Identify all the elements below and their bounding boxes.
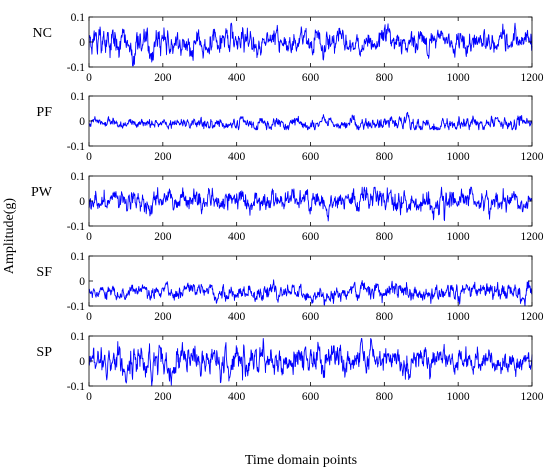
condition-label: PF [36, 105, 52, 120]
x-tick-label: 800 [376, 151, 394, 163]
y-tick-label: 0.1 [71, 331, 86, 343]
x-tick-label: 0 [86, 151, 92, 163]
y-tick-label: 0.1 [71, 12, 86, 24]
subplot-nc: 0 200 400 600 800 1000 1200-0.100.1NC [33, 12, 544, 84]
x-tick-label: 0 [86, 391, 92, 403]
x-tick-label: 200 [154, 391, 172, 403]
x-tick-label: 0 [86, 311, 92, 323]
x-tick-label: 1000 [447, 391, 470, 403]
subplot-sp: 0 200 400 600 800 1000 1200-0.100.1SP [36, 331, 543, 403]
x-tick-label: 1200 [521, 72, 544, 84]
x-tick-label: 1000 [447, 151, 470, 163]
subplot-pw: 0 200 400 600 800 1000 1200-0.100.1PW [31, 171, 544, 243]
y-tick-label: -0.1 [67, 141, 85, 153]
x-tick-label: 600 [302, 231, 320, 243]
x-tick-label: 400 [228, 231, 246, 243]
condition-label: SP [36, 345, 52, 360]
x-tick-label: 200 [154, 311, 172, 323]
axes-frame [88, 255, 533, 307]
signal-line-sp [88, 338, 533, 387]
x-tick-label: 400 [228, 311, 246, 323]
x-tick-label: 1000 [447, 231, 470, 243]
y-tick-label: -0.1 [67, 301, 85, 313]
x-tick-label: 1200 [521, 311, 544, 323]
x-tick-label: 1200 [521, 231, 544, 243]
y-tick-label: 0 [79, 37, 85, 49]
x-tick-label: 800 [376, 231, 394, 243]
y-tick-label: 0.1 [71, 91, 86, 103]
signal-line-pw [88, 186, 533, 222]
x-tick-label: 1200 [521, 151, 544, 163]
x-tick-label: 200 [154, 72, 172, 84]
y-tick-label: 0 [79, 276, 85, 288]
x-tick-label: 1000 [447, 72, 470, 84]
x-tick-label: 400 [228, 151, 246, 163]
x-tick-label: 600 [302, 391, 320, 403]
x-tick-label: 0 [86, 231, 92, 243]
signal-line-nc [88, 22, 533, 67]
y-tick-label: 0 [79, 116, 85, 128]
y-tick-label: 0 [79, 356, 85, 368]
subplot-pf: 0 200 400 600 800 1000 1200-0.100.1PF [36, 91, 543, 163]
subplot-sf: 0 200 400 600 800 1000 1200-0.100.1SF [36, 251, 543, 323]
y-axis-label: Amplitude(g) [2, 198, 17, 275]
condition-label: NC [33, 26, 52, 41]
y-tick-label: 0.1 [71, 251, 86, 263]
y-tick-label: 0 [79, 196, 85, 208]
condition-label: PW [31, 185, 53, 200]
x-tick-label: 800 [376, 72, 394, 84]
y-tick-label: -0.1 [67, 62, 85, 74]
x-tick-label: 1200 [521, 391, 544, 403]
condition-label: SF [36, 265, 52, 280]
x-tick-label: 800 [376, 311, 394, 323]
x-tick-label: 800 [376, 391, 394, 403]
x-tick-label: 400 [228, 391, 246, 403]
x-axis-label: Time domain points [245, 453, 357, 468]
x-tick-label: 0 [86, 72, 92, 84]
y-tick-label: 0.1 [71, 171, 86, 183]
y-tick-label: -0.1 [67, 381, 85, 393]
x-tick-label: 200 [154, 151, 172, 163]
x-tick-label: 600 [302, 72, 320, 84]
x-tick-label: 1000 [447, 311, 470, 323]
signal-line-pf [88, 111, 533, 131]
x-tick-label: 600 [302, 151, 320, 163]
y-tick-label: -0.1 [67, 221, 85, 233]
x-tick-label: 400 [228, 72, 246, 84]
x-tick-label: 600 [302, 311, 320, 323]
x-tick-label: 200 [154, 231, 172, 243]
